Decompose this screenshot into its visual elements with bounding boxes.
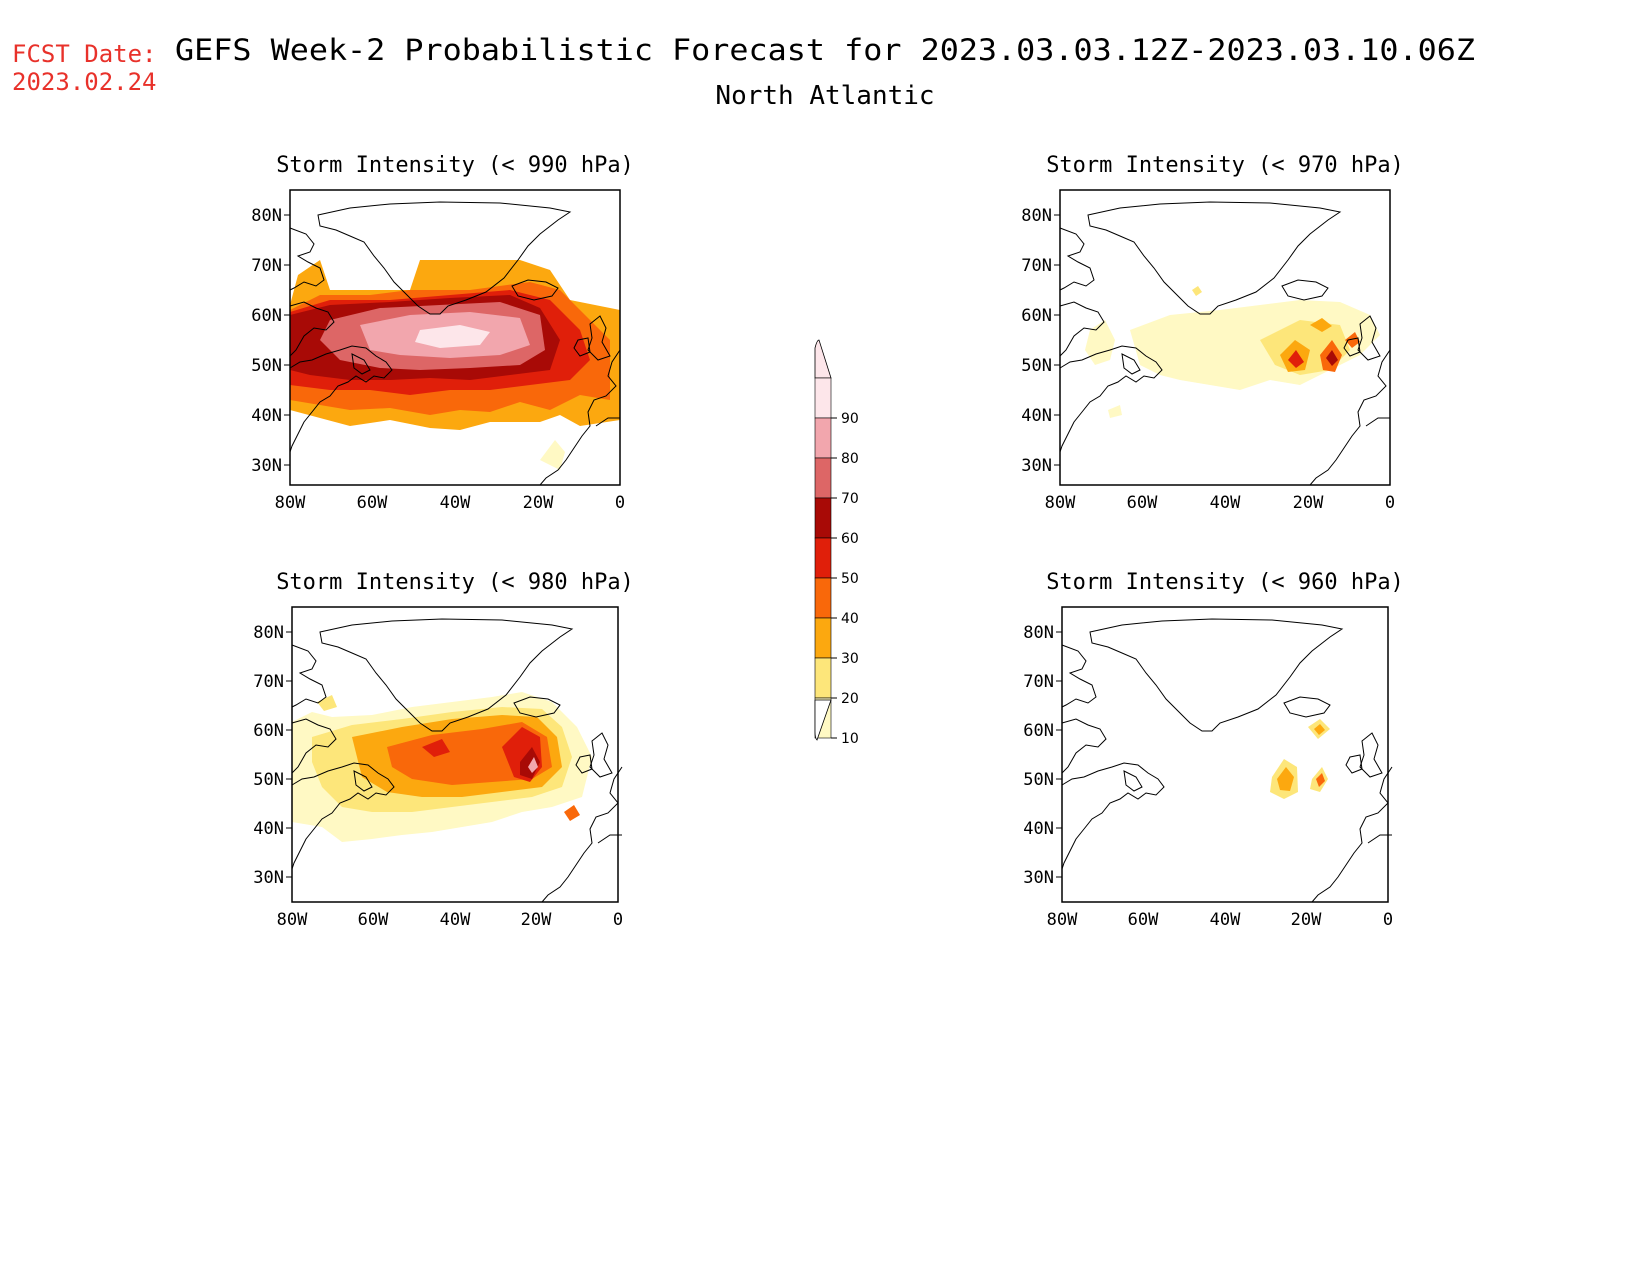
legend-label: 50 (841, 571, 859, 587)
lon-label: 20W (521, 910, 552, 930)
lat-label: 40N (251, 406, 282, 426)
lon-label: 0 (1385, 493, 1395, 513)
lat-axis: 80N 70N 60N 50N 40N 30N (251, 206, 290, 476)
lon-label: 20W (1293, 493, 1324, 513)
lat-label: 80N (251, 206, 282, 226)
lat-label: 40N (1021, 406, 1052, 426)
lon-label: 60W (1127, 493, 1158, 513)
legend-label: 10 (841, 731, 859, 747)
lat-label: 50N (1021, 356, 1052, 376)
panel-980: Storm Intensity (< 980 hPa) 80N 70N 60N … (253, 570, 634, 930)
map-frame (1059, 189, 1391, 486)
lon-label: 0 (615, 493, 625, 513)
lat-label: 70N (251, 256, 282, 276)
lon-label: 20W (1291, 910, 1322, 930)
legend-label: 40 (841, 611, 859, 627)
lon-label: 80W (275, 493, 306, 513)
lat-label: 60N (253, 721, 284, 741)
legend-swatch (814, 377, 832, 419)
lat-label: 50N (251, 356, 282, 376)
lon-label: 0 (1383, 910, 1393, 930)
lat-label: 30N (253, 868, 284, 888)
panel-title: Storm Intensity (< 980 hPa) (276, 570, 634, 595)
legend-swatch (814, 497, 832, 539)
probability-field (1085, 286, 1380, 418)
legend-swatch (814, 537, 832, 579)
lat-axis: 80N 70N 60N 50N 40N 30N (1021, 206, 1060, 476)
lat-label: 70N (253, 672, 284, 692)
lat-label: 60N (1021, 306, 1052, 326)
lat-label: 80N (1023, 623, 1054, 643)
lat-label: 60N (1023, 721, 1054, 741)
panel-title: Storm Intensity (< 990 hPa) (276, 153, 634, 178)
lat-label: 80N (253, 623, 284, 643)
lat-label: 70N (1021, 256, 1052, 276)
lat-axis: 80N 70N 60N 50N 40N 30N (1023, 623, 1062, 888)
page-subtitle: North Atlantic (715, 81, 934, 111)
lon-label: 60W (357, 493, 388, 513)
lon-label: 60W (358, 910, 389, 930)
legend-swatch (814, 577, 832, 619)
lon-axis: 80W 60W 40W 20W 0 (275, 493, 625, 513)
map-frame (1061, 606, 1389, 903)
lat-label: 30N (1021, 456, 1052, 476)
lat-label: 30N (1023, 868, 1054, 888)
lat-label: 50N (1023, 770, 1054, 790)
panel-title: Storm Intensity (< 960 hPa) (1046, 570, 1404, 595)
fcst-date-label: FCST Date: (12, 40, 157, 68)
legend-swatch (814, 417, 832, 459)
panel-960: Storm Intensity (< 960 hPa) 80N 70N 60N … (1023, 570, 1404, 930)
lon-label: 40W (1210, 910, 1241, 930)
legend-label: 70 (841, 491, 859, 507)
lon-label: 0 (613, 910, 623, 930)
fcst-date-value: 2023.02.24 (12, 68, 157, 96)
lon-axis: 80W 60W 40W 20W 0 (1045, 493, 1395, 513)
map-frame (289, 189, 621, 486)
legend-label: 30 (841, 651, 859, 667)
lon-label: 40W (440, 910, 471, 930)
legend-bottom-cap (814, 699, 832, 741)
probability-field (1270, 719, 1330, 799)
lon-label: 60W (1128, 910, 1159, 930)
legend-swatch (814, 657, 832, 699)
panel-title: Storm Intensity (< 970 hPa) (1046, 153, 1404, 178)
lon-label: 20W (523, 493, 554, 513)
lon-label: 80W (277, 910, 308, 930)
lat-label: 40N (1023, 819, 1054, 839)
panel-970: Storm Intensity (< 970 hPa) 80N 70N 60N … (1021, 153, 1404, 513)
legend-top-cap (814, 339, 832, 379)
lon-label: 40W (1210, 493, 1241, 513)
legend-label: 60 (841, 531, 859, 547)
page-title: GEFS Week-2 Probabilistic Forecast for 2… (175, 33, 1475, 67)
probability-field (292, 692, 592, 842)
lon-label: 40W (440, 493, 471, 513)
coastline (1061, 618, 1393, 903)
legend-label: 20 (841, 691, 859, 707)
lon-label: 80W (1045, 493, 1076, 513)
probability-field (290, 260, 620, 470)
legend-swatch (814, 617, 832, 659)
lat-label: 40N (253, 819, 284, 839)
legend-label: 80 (841, 451, 859, 467)
lat-label: 60N (251, 306, 282, 326)
lon-axis: 80W 60W 40W 20W 0 (1047, 910, 1393, 930)
color-legend: 10 20 30 40 50 60 70 80 90 (814, 339, 859, 747)
panel-990: Storm Intensity (< 990 hPa) 80N 70N 60N … (251, 153, 634, 513)
lat-label: 30N (251, 456, 282, 476)
lon-axis: 80W 60W 40W 20W 0 (277, 910, 623, 930)
lat-label: 50N (253, 770, 284, 790)
lat-axis: 80N 70N 60N 50N 40N 30N (253, 623, 292, 888)
lat-label: 70N (1023, 672, 1054, 692)
legend-swatch (814, 457, 832, 499)
lat-label: 80N (1021, 206, 1052, 226)
lon-label: 80W (1047, 910, 1078, 930)
map-frame (291, 606, 619, 903)
legend-label: 90 (841, 411, 859, 427)
